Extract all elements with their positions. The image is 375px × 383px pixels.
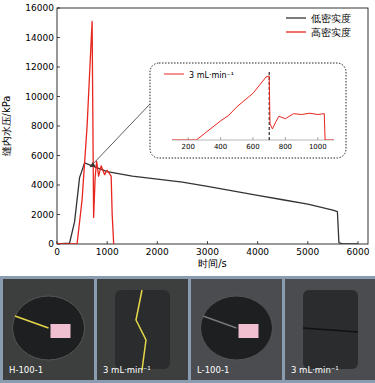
specimen-top [13,296,85,360]
x-tick-label: 600 [246,143,259,151]
legend-label: 高密实度 [311,27,351,38]
specimen-crack [203,316,237,328]
photo-bg [97,279,188,380]
arrow-line [94,104,150,163]
y-tick-label: 4000 [31,180,54,190]
specimen-crack [136,290,146,370]
plot-area [172,72,334,140]
photo-bg [285,279,375,380]
specimen-tag [239,324,259,338]
specimen-tag [51,324,71,338]
x-tick-label: 1000 [309,143,327,151]
series-line [172,76,334,140]
x-tick-label: 4000 [246,247,269,257]
inset-frame [150,63,346,158]
y-tick-label: 10000 [25,92,54,102]
y-tick-label: 2000 [31,210,54,220]
specimen-side [303,290,358,369]
x-tick [257,241,258,244]
photo-1: 3 mL·min⁻¹ [97,279,188,380]
canvas: 0 1000 2000 3000 4000 5000 6000 0 2000 4000 6000 80… [0,0,375,383]
series-line [57,21,114,244]
x-tick-label: 3000 [196,247,219,257]
specimen-top [201,296,273,360]
legend-label: 3 mL·min⁻¹ [189,71,234,80]
y-tick-label: 12000 [25,62,54,72]
y-tick [57,96,60,97]
x-tick [107,241,108,244]
photo-bg [3,279,94,380]
x-tick-label: 400 [214,143,227,151]
y-tick [57,155,60,156]
arrow-head [90,162,96,167]
legend-swatch [164,74,184,75]
photo-2: L-100-1 [191,279,282,380]
x-tick-label: 1000 [96,247,119,257]
y-axis-label: 缝内水压/kPa [1,96,12,157]
y-tick-label: 6000 [31,151,54,161]
x-tick-label: 200 [182,143,195,151]
x-axis-label: 时间/s [198,258,227,269]
specimen-crack [303,328,358,332]
y-tick [57,8,60,9]
y-tick-label: 0 [48,239,54,249]
x-tick-label: 0 [54,247,60,257]
specimen-side [115,290,170,369]
x-tick [157,241,158,244]
photo-label: 3 mL·min⁻¹ [291,365,339,375]
series-line [57,163,358,244]
x-tick [220,137,221,140]
photo-label: 3 mL·min⁻¹ [103,365,151,375]
y-tick [57,67,60,68]
x-tick-label: 6000 [347,247,370,257]
photo-label: L-100-1 [197,365,229,375]
x-tick [285,137,286,140]
x-tick [253,137,254,140]
chart-1: 200 400 600 800 1000 3 mL·min⁻¹ [164,71,334,152]
legend-swatch [286,17,306,18]
specimen-crack [15,316,49,328]
x-tick-label: 2000 [146,247,169,257]
photo-strip [0,276,375,383]
y-tick [57,214,60,215]
photo-0: H-100-1 [3,279,94,380]
photo-label: H-100-1 [9,365,43,375]
plot-area [57,21,358,244]
x-tick-label: 5000 [296,247,319,257]
legend-swatch [286,31,306,32]
y-tick-label: 16000 [25,3,54,13]
y-tick [57,37,60,38]
plot-frame [57,8,368,244]
y-tick [57,126,60,127]
photo-3: 3 mL·min⁻¹ [285,279,375,380]
photo-bg [191,279,282,380]
x-tick [317,137,318,140]
x-tick-label: 800 [279,143,292,151]
x-tick [207,241,208,244]
y-tick-label: 14000 [25,33,54,43]
y-tick [57,185,60,186]
legend-label: 低密实度 [311,13,351,24]
x-tick [307,241,308,244]
chart-0: 0 1000 2000 3000 4000 5000 6000 0 2000 4000 6000 80… [1,3,370,269]
y-tick-label: 8000 [31,121,54,131]
